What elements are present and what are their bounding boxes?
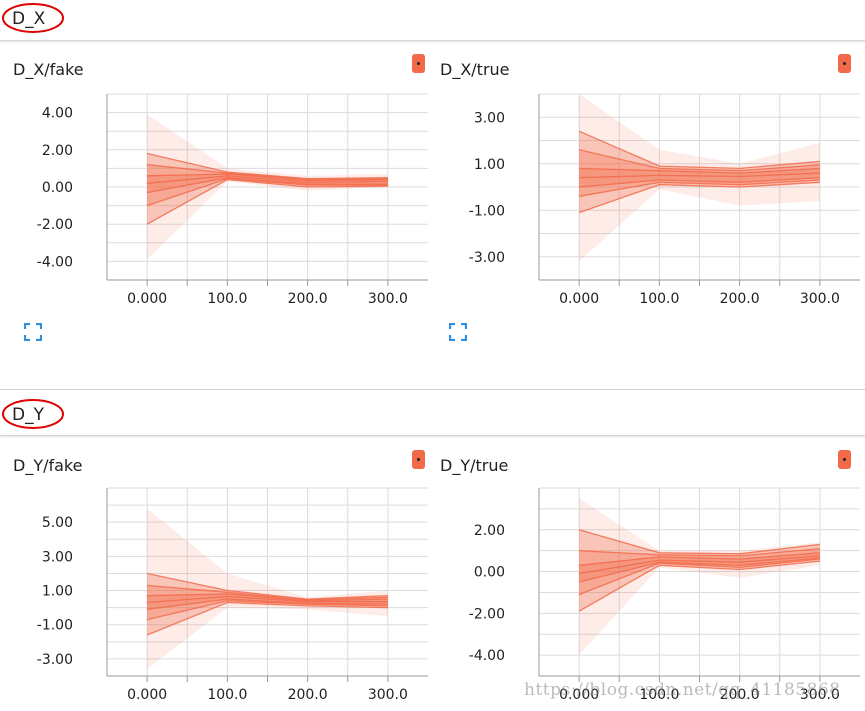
y-tick-label: 1.00	[474, 157, 505, 173]
x-tick-label: 100.0	[207, 291, 247, 307]
percentile-line	[579, 177, 820, 188]
distribution-band	[579, 94, 820, 262]
percentile-line	[147, 598, 388, 610]
percentile-line	[578, 130, 820, 170]
percentile-line	[578, 181, 820, 214]
chart-title: D_Y/fake	[13, 456, 83, 475]
expand-icon[interactable]	[449, 323, 467, 341]
series-color-button[interactable]	[838, 54, 851, 73]
y-tick-label: -2.00	[37, 217, 73, 233]
percentile-line	[578, 557, 820, 583]
section-divider	[0, 389, 865, 390]
percentile-line	[147, 595, 388, 604]
distribution-band	[579, 498, 820, 656]
chart-title: D_Y/true	[440, 456, 509, 475]
line-chart-d-y-fake: 5.00 3.00 1.00 -1.00 -3.00 0.000 100.0 200.0 300…	[37, 487, 428, 703]
percentile-line	[147, 593, 388, 602]
distribution-band	[579, 149, 820, 197]
percentile-line	[146, 601, 388, 636]
series-color-button[interactable]	[838, 450, 851, 469]
distribution-band	[147, 508, 388, 670]
percentile-line	[146, 152, 388, 180]
y-tick-label: 2.00	[42, 143, 73, 159]
x-tick-label: 0.000	[127, 687, 167, 703]
y-tick-label: 3.00	[42, 549, 73, 565]
x-tick-label: 300.0	[800, 291, 840, 307]
distribution-band	[579, 168, 820, 187]
x-tick-label: 200.0	[288, 291, 328, 307]
line-chart-d-x-fake: 4.00 2.00 0.00 -2.00 -4.00 0.000 100.0 200.0 300…	[37, 93, 428, 307]
y-tick-label: 1.00	[42, 584, 73, 600]
watermark: https://blog.csdn.net/qq_41185868	[524, 680, 841, 700]
percentile-line	[147, 175, 388, 184]
y-tick-label: 2.00	[474, 523, 505, 539]
y-tick-label: -1.00	[469, 203, 505, 219]
expand-icon[interactable]	[24, 323, 42, 341]
section-header-d-y[interactable]: D_Y	[0, 395, 865, 436]
percentile-line	[579, 167, 820, 174]
series-color-button[interactable]	[412, 450, 425, 469]
x-tick-label: 200.0	[720, 291, 760, 307]
percentile-line	[146, 178, 388, 225]
y-tick-label: 3.00	[474, 110, 505, 126]
x-tick-label: 100.0	[639, 291, 679, 307]
y-tick-label: 5.00	[42, 515, 73, 531]
percentile-line	[147, 164, 388, 181]
y-tick-label: -4.00	[37, 254, 73, 270]
x-tick-label: 100.0	[207, 687, 247, 703]
y-tick-label: -3.00	[37, 652, 73, 668]
percentile-line	[578, 529, 820, 555]
percentile-line	[146, 177, 388, 194]
distribution-band	[147, 174, 388, 193]
series-color-button[interactable]	[412, 54, 425, 73]
x-tick-label: 100.0	[639, 687, 679, 703]
distribution-band	[579, 529, 820, 612]
line-chart-d-y-true: 2.00 0.00 -2.00 -4.00 0.000 100.0 200.0 300.0	[469, 487, 860, 703]
y-tick-label: 4.00	[42, 106, 73, 122]
line-chart-d-x-true: 3.00 1.00 -1.00 -3.00 0.000 100.0 200.0 300.0	[469, 93, 860, 307]
x-tick-label: 300.0	[368, 687, 408, 703]
grid-lines	[107, 93, 428, 281]
percentile-line	[578, 558, 820, 596]
x-tick-label: 300.0	[368, 291, 408, 307]
section-header-d-x[interactable]: D_X	[0, 0, 865, 41]
annotation-circle	[2, 399, 64, 429]
x-tick-label: 0.000	[559, 291, 599, 307]
section-title: D_X	[12, 9, 46, 29]
chart-title: D_X/true	[440, 60, 510, 79]
percentile-line	[146, 572, 388, 600]
y-tick-label: -1.00	[37, 618, 73, 634]
y-tick-label: -3.00	[469, 250, 505, 266]
section-title: D_Y	[12, 405, 44, 425]
percentile-line	[146, 600, 388, 621]
percentile-line	[579, 172, 820, 179]
percentile-line	[579, 547, 820, 557]
distribution-band	[147, 573, 388, 635]
percentile-line	[578, 560, 820, 612]
y-tick-label: -4.00	[469, 648, 505, 664]
percentile-line	[578, 179, 820, 197]
percentile-line	[146, 177, 388, 207]
chart-title: D_X/fake	[13, 60, 84, 79]
y-tick-label: 0.00	[42, 180, 73, 196]
x-tick-label: 0.000	[127, 291, 167, 307]
percentile-line	[578, 555, 820, 575]
y-tick-label: 0.00	[474, 565, 505, 581]
x-tick-label: 200.0	[720, 687, 760, 703]
y-tick-label: -2.00	[469, 606, 505, 622]
percentile-line	[147, 584, 388, 601]
x-tick-label: 0.000	[559, 687, 599, 703]
x-tick-label: 200.0	[288, 687, 328, 703]
percentile-line	[578, 149, 820, 172]
x-tick-label: 300.0	[800, 687, 840, 703]
annotation-circle	[2, 3, 64, 33]
percentile-line	[147, 173, 388, 182]
percentile-line	[579, 552, 820, 566]
